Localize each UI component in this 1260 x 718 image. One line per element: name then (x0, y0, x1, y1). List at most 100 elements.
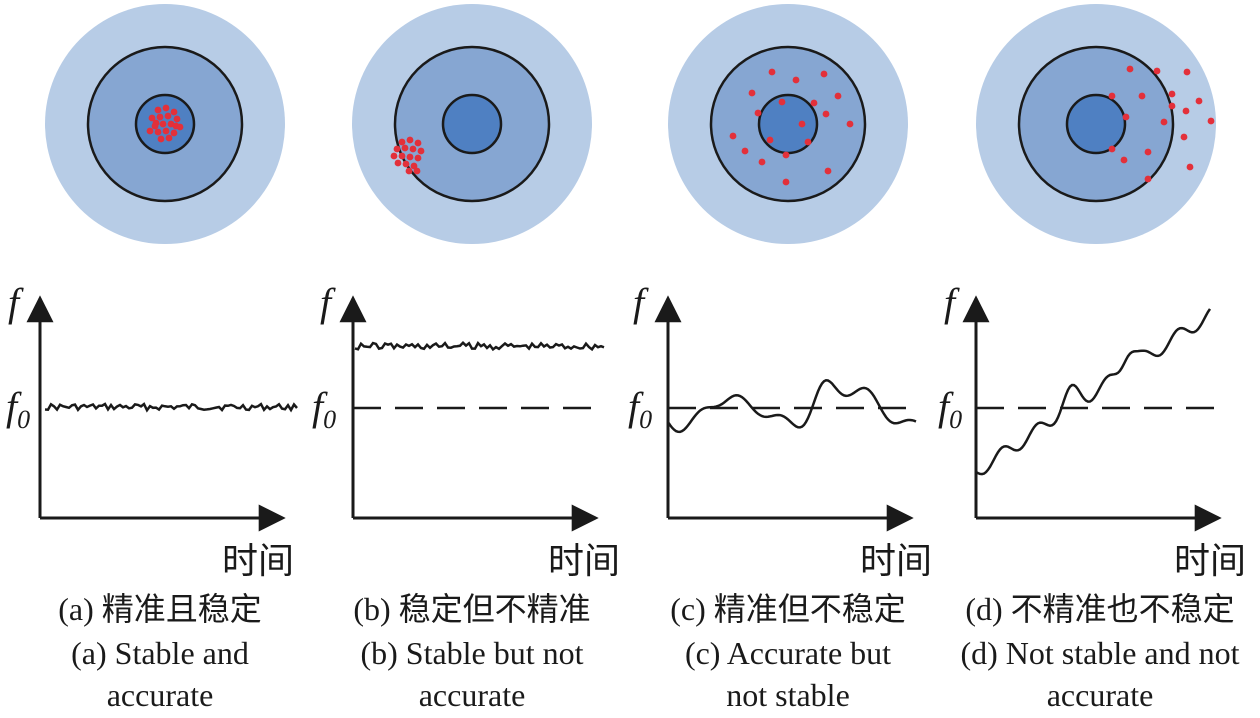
target-d-hit-dot (1183, 68, 1191, 76)
caption-b-en-line1: (b) Stable but not (360, 635, 583, 671)
target-d-hit-dot (1122, 113, 1130, 121)
plot-d: f f0 时间 (938, 280, 1246, 582)
target-b-hit-dot (406, 153, 414, 161)
plot-a: f f0 时间 (6, 280, 298, 582)
target-b-hit-dot (393, 145, 401, 153)
plot-b-y-label: f (320, 280, 336, 325)
panel-d: f f0 时间 (d) 不精准也不稳定 (d) Not stable and n… (938, 4, 1246, 713)
plot-b-ref-label: f0 (312, 384, 336, 434)
target-d-hit-dot (1108, 145, 1116, 153)
target-b-hit-dot (414, 139, 422, 147)
target-b-hit-dot (414, 154, 422, 162)
target-c-hit-dot (798, 120, 806, 128)
target-c-hit-dot (768, 68, 776, 76)
target-d-hit-dot (1195, 97, 1203, 105)
target-b-inner-ring (441, 93, 503, 155)
caption-a-cn: (a) 精准且稳定 (58, 591, 262, 627)
target-b-hit-dot (394, 159, 402, 167)
plot-d-x-label: 时间 (1174, 541, 1246, 582)
caption-c-en-line1: (c) Accurate but (685, 635, 891, 671)
panel-a: f f0 时间 (a) 精准且稳定 (a) Stable and accurat… (6, 4, 298, 713)
target-c-hit-dot (741, 147, 749, 155)
plot-c-trend-line (666, 379, 917, 434)
caption-b-en-line2: accurate (419, 677, 526, 713)
target-b-hit-dot (398, 152, 406, 160)
target-b-hit-dot (413, 167, 421, 175)
target-c-hit-dot (748, 89, 756, 97)
plot-c-y-label: f (633, 280, 649, 325)
caption-c-cn: (c) 精准但不稳定 (670, 591, 906, 627)
target-d-hit-dot (1126, 65, 1134, 73)
caption-a-en-line1: (a) Stable and (71, 635, 249, 671)
target-c-hit-dot (778, 98, 786, 106)
target-d-hit-dot (1144, 148, 1152, 156)
target-c-hits (729, 68, 854, 186)
target-d-hit-dot (1180, 133, 1188, 141)
target-b-hit-dot (398, 138, 406, 146)
target-c-hit-dot (792, 76, 800, 84)
plot-a-x-label: 时间 (222, 541, 294, 582)
target-c-hit-dot (820, 70, 828, 78)
target-c-hit-dot (782, 151, 790, 159)
target-a-hit-dot (164, 112, 172, 120)
target-c-hit-dot (754, 109, 762, 117)
target-c-hit-dot (729, 132, 737, 140)
target-a-hit-dot (154, 106, 162, 114)
plot-b-x-label: 时间 (548, 541, 620, 582)
target-c-hit-dot (766, 136, 774, 144)
target-b-hit-dot (405, 167, 413, 175)
caption-d-cn: (d) 不精准也不稳定 (965, 591, 1234, 627)
plot-a-trend-line (44, 402, 298, 413)
target-d-hit-dot (1182, 107, 1190, 115)
target-a-hit-dot (173, 115, 181, 123)
target-c-hit-dot (822, 110, 830, 118)
target-d-inner-ring (1065, 93, 1127, 155)
target-d-hit-dot (1144, 175, 1152, 183)
caption-b-cn: (b) 稳定但不精准 (353, 591, 590, 627)
target-a-hit-dot (152, 119, 160, 127)
target-d-hit-dot (1168, 102, 1176, 110)
target-d-hit-dot (1186, 163, 1194, 171)
target-b-hit-dot (390, 152, 398, 160)
target-a-hit-dot (159, 120, 167, 128)
target-d-hit-dot (1153, 67, 1161, 75)
target-d-hit-dot (1207, 117, 1215, 125)
target-a-hit-dot (148, 114, 156, 122)
plot-a-y-label: f (8, 280, 24, 325)
target-b-hit-dot (417, 147, 425, 155)
target-d-hit-dot (1168, 90, 1176, 98)
target-b-hit-dot (410, 162, 418, 170)
target-d-hit-dot (1108, 92, 1116, 100)
target-a (45, 4, 285, 244)
target-b (352, 4, 592, 244)
target-a-hit-dot (170, 129, 178, 137)
plot-c-ref-label: f0 (628, 384, 652, 434)
target-c-hit-dot (810, 99, 818, 107)
plot-a-ref-label: f0 (6, 384, 30, 434)
caption-c-en-line2: not stable (726, 677, 850, 713)
target-d-hit-dot (1138, 92, 1146, 100)
target-a-hits (146, 104, 184, 143)
target-b-hit-dot (409, 145, 417, 153)
target-d (976, 4, 1216, 244)
target-a-hit-dot (146, 127, 154, 135)
caption-a-en-line2: accurate (107, 677, 214, 713)
caption-d-en-line2: accurate (1047, 677, 1154, 713)
target-d-hit-dot (1120, 156, 1128, 164)
target-c-hit-dot (758, 158, 766, 166)
panel-b: f f0 时间 (b) 稳定但不精准 (b) Stable but not ac… (312, 4, 620, 713)
target-c-hit-dot (804, 138, 812, 146)
target-d-hit-dot (1160, 118, 1168, 126)
target-c (668, 4, 908, 244)
plot-d-ref-label: f0 (938, 384, 962, 434)
target-a-hit-dot (156, 113, 164, 121)
target-a-hit-dot (165, 134, 173, 142)
caption-d-en-line1: (d) Not stable and not (960, 635, 1239, 671)
plot-d-trend-line (975, 308, 1212, 476)
target-b-hit-dot (406, 136, 414, 144)
target-b-hits (390, 136, 425, 175)
plot-c-x-label: 时间 (860, 541, 932, 582)
target-c-hit-dot (846, 120, 854, 128)
target-c-hit-dot (824, 167, 832, 175)
